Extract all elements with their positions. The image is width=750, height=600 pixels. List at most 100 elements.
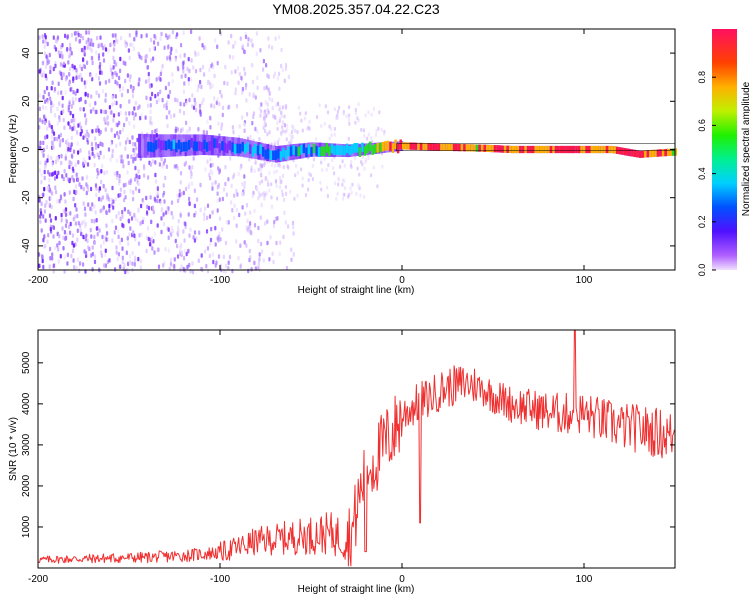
ridge-cell [414, 142, 418, 150]
noise-cell [195, 107, 198, 113]
noise-cell [148, 47, 151, 53]
noise-cell [167, 81, 170, 87]
noise-cell [367, 156, 370, 161]
noise-cell [270, 204, 274, 209]
noise-cell [211, 62, 214, 67]
ridge-cell [368, 141, 372, 152]
noise-cell [280, 63, 283, 69]
noise-cell [137, 208, 140, 214]
noise-cell [115, 143, 118, 149]
noise-cell [63, 230, 66, 235]
noise-cell [243, 174, 246, 179]
noise-cell [367, 110, 370, 115]
noise-cell [154, 93, 157, 99]
ridge-cell [305, 147, 308, 158]
noise-cell [119, 192, 122, 198]
ridge-cell [656, 149, 660, 157]
noise-cell [108, 258, 111, 263]
noise-cell [65, 231, 68, 237]
noise-cell [157, 264, 161, 269]
noise-cell [241, 205, 244, 210]
noise-cell [245, 98, 248, 103]
noise-cell [71, 248, 75, 254]
noise-cell [180, 42, 183, 48]
noise-cell [73, 189, 76, 195]
noise-cell [259, 172, 263, 177]
noise-cell [289, 189, 292, 194]
noise-cell [60, 160, 63, 166]
noise-cell [102, 154, 105, 160]
noise-cell [84, 133, 87, 138]
noise-cell [325, 167, 328, 172]
noise-cell [147, 71, 150, 77]
noise-cell [247, 268, 250, 274]
noise-cell [124, 111, 127, 116]
noise-cell [137, 169, 140, 174]
noise-cell [179, 128, 183, 133]
noise-cell [121, 127, 125, 132]
noise-cell [187, 248, 190, 254]
noise-cell [221, 227, 224, 232]
noise-cell [348, 121, 351, 126]
noise-cell [308, 119, 311, 124]
noise-cell [94, 183, 98, 188]
noise-cell [43, 164, 47, 170]
noise-cell [176, 232, 180, 237]
noise-cell [100, 70, 103, 76]
noise-cell [324, 104, 327, 109]
noise-cell [73, 65, 76, 70]
noise-cell [166, 56, 169, 61]
noise-cell [247, 225, 250, 230]
noise-cell [124, 140, 128, 145]
noise-cell [370, 112, 373, 117]
ridge-cell [422, 142, 425, 151]
noise-cell [268, 130, 271, 135]
noise-cell [265, 85, 268, 90]
noise-cell [320, 124, 323, 128]
noise-cell [126, 137, 129, 142]
noise-cell [104, 263, 107, 268]
ridge-cell [205, 142, 209, 152]
noise-cell [65, 173, 68, 178]
noise-cell [182, 229, 185, 234]
noise-cell [49, 246, 52, 252]
noise-cell [114, 267, 117, 272]
noise-cell [223, 187, 226, 192]
noise-cell [135, 30, 138, 35]
noise-cell [211, 210, 214, 215]
noise-cell [80, 77, 83, 82]
noise-cell [153, 40, 156, 45]
noise-cell [145, 248, 148, 254]
noise-cell [138, 77, 141, 82]
noise-cell [74, 162, 77, 168]
noise-cell [271, 251, 274, 256]
ridge-cell [351, 144, 354, 154]
noise-cell [265, 114, 268, 118]
noise-cell [214, 225, 217, 231]
noise-cell [304, 111, 307, 116]
noise-cell [70, 135, 73, 141]
ridge-cell [399, 139, 402, 150]
noise-cell [77, 150, 80, 155]
noise-cell [83, 64, 86, 70]
noise-cell [42, 153, 45, 158]
noise-cell [328, 136, 331, 141]
noise-cell [84, 113, 87, 118]
noise-cell [276, 120, 279, 126]
noise-cell [119, 216, 122, 222]
noise-cell [43, 89, 46, 95]
noise-cell [147, 205, 151, 211]
noise-cell [372, 106, 375, 111]
ridge-cell [549, 145, 553, 154]
noise-cell [134, 216, 137, 221]
noise-cell [153, 250, 156, 255]
noise-cell [76, 141, 79, 146]
snr-series-line [37, 329, 675, 567]
noise-cell [258, 180, 261, 186]
noise-cell [114, 94, 117, 99]
noise-cell [211, 162, 214, 168]
noise-cell [86, 184, 89, 189]
noise-cell [116, 175, 119, 181]
noise-cell [40, 180, 43, 185]
noise-cell [286, 127, 289, 133]
